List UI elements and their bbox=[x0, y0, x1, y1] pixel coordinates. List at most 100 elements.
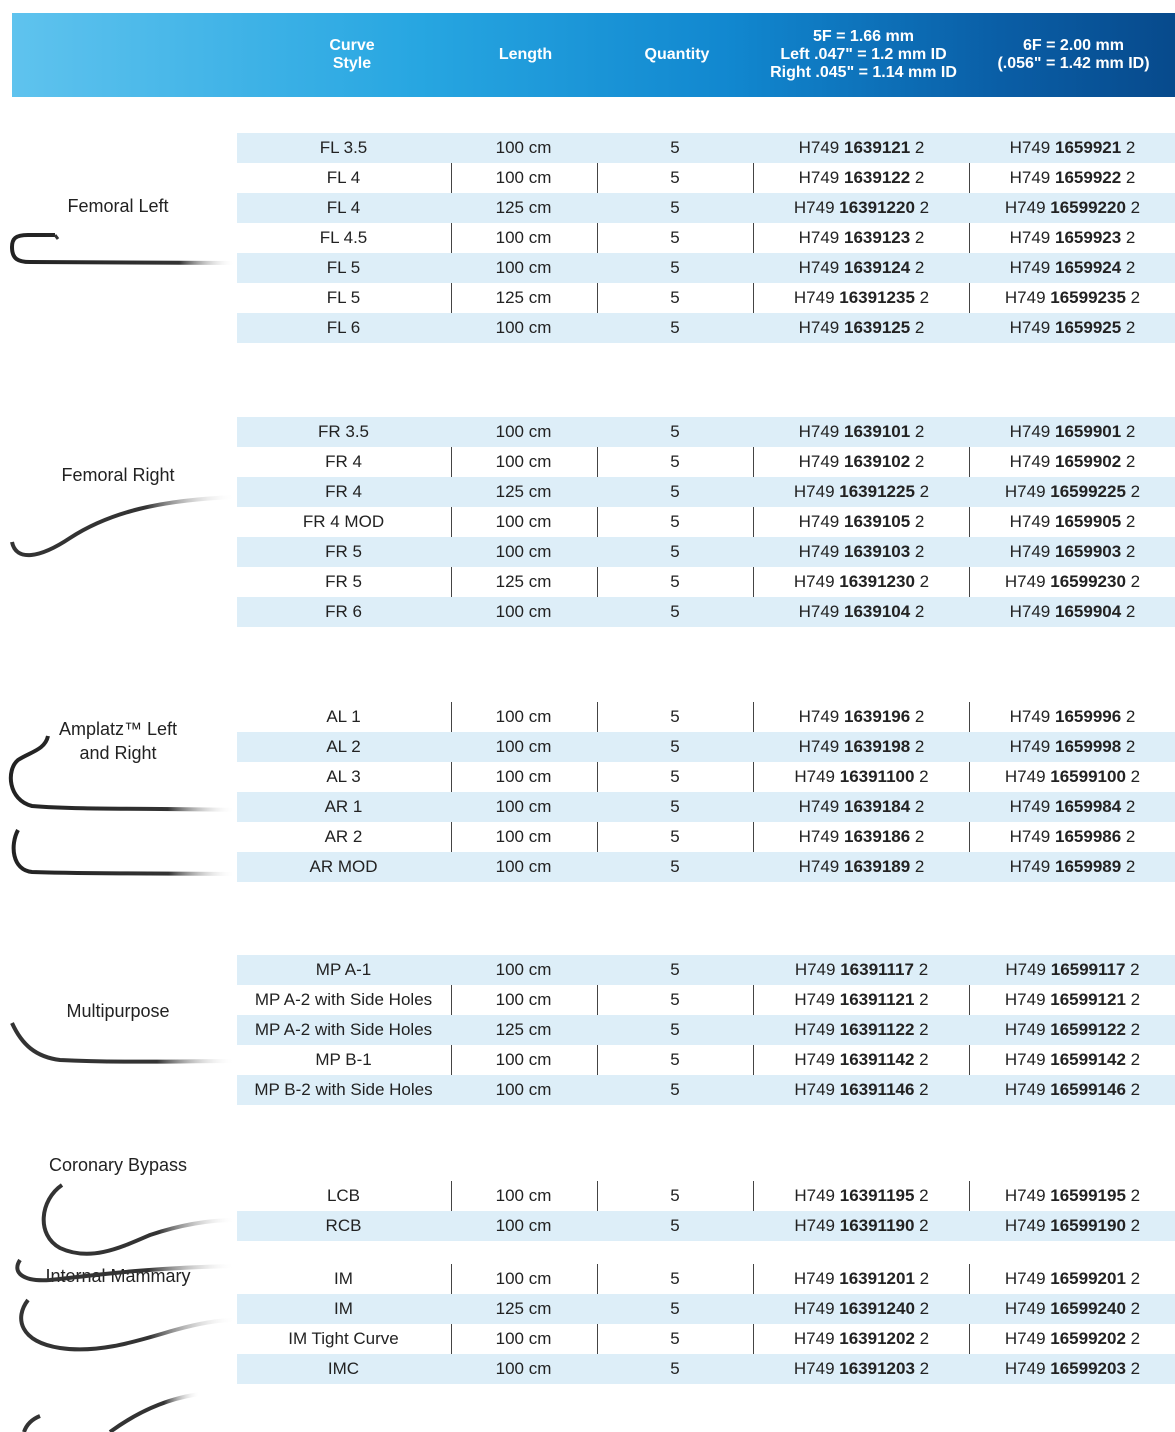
header-5f: 5F = 1.66 mm Left .047" = 1.2 mm ID Right … bbox=[770, 28, 957, 81]
quantity-cell: 5 bbox=[670, 1329, 680, 1348]
part-number-6f-cell: H749 16599220 2 bbox=[1004, 198, 1141, 217]
quantity-cell: 5 bbox=[670, 1269, 680, 1288]
part-number-6f-cell: H749 1659904 2 bbox=[1009, 602, 1136, 621]
curve-style-cell: FR 6 bbox=[325, 602, 362, 621]
curve-style-cell: FR 4 bbox=[325, 452, 362, 471]
section-title-multipurpose: Multipurpose bbox=[66, 1001, 170, 1021]
length-cell: 100 cm bbox=[495, 168, 552, 187]
part-number-6f-cell: H749 1659996 2 bbox=[1009, 707, 1136, 726]
section-title-femoral-left: Femoral Left bbox=[67, 196, 169, 216]
table-row: AL 2 100 cm 5 H749 1639198 2 H749 1659998 2 bbox=[237, 732, 1175, 762]
length-cell: 100 cm bbox=[495, 318, 552, 337]
column-divider bbox=[597, 133, 598, 343]
length-cell: 125 cm bbox=[495, 1299, 552, 1318]
curve-style-cell: FR 5 bbox=[325, 542, 362, 561]
curve-style-cell: IM bbox=[334, 1299, 353, 1318]
part-number-6f-cell: H749 1659921 2 bbox=[1009, 138, 1136, 157]
table-header: Curve Style Length Quantity 5F = 1.66 mm L… bbox=[12, 13, 1175, 97]
table-row: MP A-1 100 cm 5 H749 16391117 2 H749 1659911… bbox=[237, 955, 1175, 985]
table-row: FL 5 100 cm 5 H749 1639124 2 H749 1659924 2 bbox=[237, 253, 1175, 283]
length-cell: 100 cm bbox=[495, 1329, 552, 1348]
table-row: LCB 100 cm 5 H749 16391195 2 H749 16599195 2 bbox=[237, 1181, 1175, 1211]
length-cell: 100 cm bbox=[495, 960, 552, 979]
quantity-cell: 5 bbox=[670, 572, 680, 591]
part-number-6f-cell: H749 16599202 2 bbox=[1004, 1329, 1141, 1348]
length-cell: 100 cm bbox=[495, 512, 552, 531]
length-cell: 100 cm bbox=[495, 138, 552, 157]
table-row: FR 3.5 100 cm 5 H749 1639101 2 H749 1659901 … bbox=[237, 417, 1175, 447]
quantity-cell: 5 bbox=[670, 827, 680, 846]
column-divider bbox=[597, 417, 598, 627]
length-cell: 100 cm bbox=[495, 797, 552, 816]
part-number-5f-cell: H749 16391220 2 bbox=[793, 198, 930, 217]
part-number-6f-cell: H749 1659922 2 bbox=[1009, 168, 1136, 187]
part-number-5f-cell: H749 16391225 2 bbox=[793, 482, 930, 501]
table-row: FR 4 125 cm 5 H749 16391225 2 H749 16599225 … bbox=[237, 477, 1175, 507]
part-number-6f-cell: H749 16599240 2 bbox=[1004, 1299, 1141, 1318]
header-quantity: Quantity bbox=[644, 46, 710, 63]
quantity-cell: 5 bbox=[670, 797, 680, 816]
part-number-5f-cell: H749 1639105 2 bbox=[798, 512, 925, 531]
part-number-6f-cell: H749 16599235 2 bbox=[1004, 288, 1141, 307]
column-divider bbox=[753, 133, 754, 343]
curve-style-cell: MP A-1 bbox=[315, 960, 372, 979]
curve-style-cell: FL 4 bbox=[326, 168, 361, 187]
table-row: IM 100 cm 5 H749 16391201 2 H749 16599201 2 bbox=[237, 1264, 1175, 1294]
header-6f: 6F = 2.00 mm (.056" = 1.42 mm ID) bbox=[997, 37, 1150, 72]
curve-style-cell: AL 2 bbox=[326, 737, 361, 756]
part-number-6f-cell: H749 16599146 2 bbox=[1004, 1080, 1141, 1099]
table-row: MP A-2 with Side Holes 125 cm 5 H749 163911… bbox=[237, 1015, 1175, 1045]
part-number-5f-cell: H749 1639122 2 bbox=[798, 168, 925, 187]
curve-style-cell: LCB bbox=[326, 1186, 361, 1205]
curve-style-cell: FR 4 bbox=[325, 482, 362, 501]
part-number-5f-cell: H749 1639103 2 bbox=[798, 542, 925, 561]
part-number-6f-cell: H749 1659924 2 bbox=[1009, 258, 1136, 277]
table-row: FL 4.5 100 cm 5 H749 1639123 2 H749 1659923 … bbox=[237, 223, 1175, 253]
length-cell: 100 cm bbox=[495, 422, 552, 441]
column-divider bbox=[451, 417, 452, 627]
quantity-cell: 5 bbox=[670, 422, 680, 441]
table-row: FL 4 125 cm 5 H749 16391220 2 H749 16599220 … bbox=[237, 193, 1175, 223]
femoral-right-curve-image bbox=[10, 495, 235, 558]
curve-style-cell: FR 3.5 bbox=[317, 422, 370, 441]
curve-style-cell: FL 4 bbox=[326, 198, 361, 217]
column-divider bbox=[451, 133, 452, 343]
quantity-cell: 5 bbox=[670, 138, 680, 157]
curve-style-cell: MP B-2 with Side Holes bbox=[254, 1080, 433, 1099]
table-row: MP A-2 with Side Holes 100 cm 5 H749 163911… bbox=[237, 985, 1175, 1015]
part-number-5f-cell: H749 1639123 2 bbox=[798, 228, 925, 247]
part-number-6f-cell: H749 16599195 2 bbox=[1004, 1186, 1141, 1205]
table-row: FL 3.5 100 cm 5 H749 1639121 2 H749 1659921 … bbox=[237, 133, 1175, 163]
quantity-cell: 5 bbox=[670, 318, 680, 337]
curve-style-cell: MP A-2 with Side Holes bbox=[254, 990, 433, 1009]
part-number-5f-cell: H749 16391195 2 bbox=[794, 1186, 929, 1205]
length-cell: 100 cm bbox=[495, 452, 552, 471]
curve-style-cell: IM Tight Curve bbox=[288, 1329, 399, 1348]
femoral-left-curve-image bbox=[9, 233, 235, 265]
length-cell: 125 cm bbox=[495, 198, 552, 217]
part-number-6f-cell: H749 16599117 2 bbox=[1005, 960, 1140, 979]
length-cell: 125 cm bbox=[495, 482, 552, 501]
curve-style-cell: FL 6 bbox=[326, 318, 361, 337]
column-divider bbox=[753, 417, 754, 627]
quantity-cell: 5 bbox=[670, 1216, 680, 1235]
table-row: FR 5 100 cm 5 H749 1639103 2 H749 1659903 2 bbox=[237, 537, 1175, 567]
part-number-5f-cell: H749 16391230 2 bbox=[793, 572, 930, 591]
table-row: AL 3 100 cm 5 H749 16391100 2 H749 16599100 … bbox=[237, 762, 1175, 792]
quantity-cell: 5 bbox=[670, 767, 680, 786]
part-number-5f-cell: H749 1639124 2 bbox=[798, 258, 925, 277]
table-row: AR 2 100 cm 5 H749 1639186 2 H749 1659986 2 bbox=[237, 822, 1175, 852]
table-row: IM Tight Curve 100 cm 5 H749 16391202 2 H749… bbox=[237, 1324, 1175, 1354]
section-title-amplatz: Amplatz™ Left and Right bbox=[58, 719, 178, 763]
length-cell: 100 cm bbox=[495, 1269, 552, 1288]
length-cell: 100 cm bbox=[495, 1080, 552, 1099]
section-title-femoral-right: Femoral Right bbox=[61, 465, 175, 485]
length-cell: 100 cm bbox=[495, 1186, 552, 1205]
part-number-5f-cell: H749 16391146 2 bbox=[794, 1080, 929, 1099]
part-number-5f-cell: H749 16391117 2 bbox=[794, 960, 929, 979]
part-number-5f-cell: H749 1639189 2 bbox=[798, 857, 925, 876]
column-divider bbox=[969, 417, 970, 627]
length-cell: 100 cm bbox=[495, 1050, 552, 1069]
part-number-6f-cell: H749 1659903 2 bbox=[1009, 542, 1136, 561]
part-number-6f-cell: H749 16599230 2 bbox=[1004, 572, 1141, 591]
